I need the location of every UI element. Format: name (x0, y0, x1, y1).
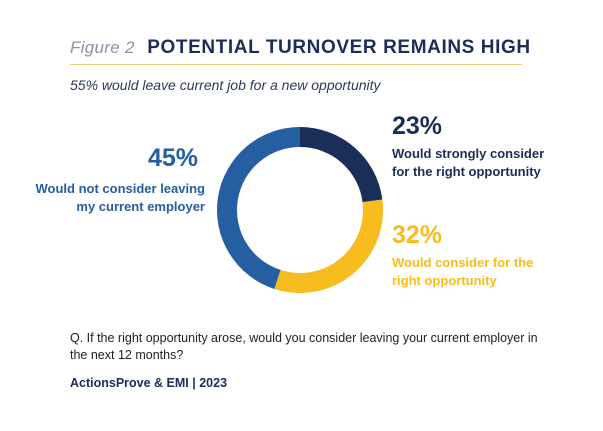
not-consider-label: Would not consider leaving my current em… (36, 180, 206, 216)
consider-line1: Would consider for the (392, 255, 534, 270)
strongly-consider-line1: Would strongly consider (392, 146, 545, 161)
consider-label: Would consider for the right opportunity (392, 254, 533, 290)
figure-header: Figure 2 POTENTIAL TURNOVER REMAINS HIGH (70, 37, 531, 59)
figure-title: POTENTIAL TURNOVER REMAINS HIGH (147, 37, 531, 58)
title-divider (70, 64, 522, 65)
donut-slice-2 (274, 199, 384, 293)
source-credit: ActionsProve & EMI | 2023 (70, 376, 228, 390)
not-consider-percent: 45% (148, 144, 199, 172)
consider-line2: right opportunity (392, 273, 497, 288)
chart-subtitle: 55% would leave current job for a new op… (70, 77, 381, 93)
not-consider-line2: my current employer (76, 199, 205, 214)
consider-percent: 32% (392, 221, 443, 249)
figure-label: Figure 2 (70, 38, 135, 57)
not-consider-line1: Would not consider leaving (35, 181, 206, 196)
donut-slice-3 (217, 126, 300, 289)
donut-slice-1 (300, 127, 383, 203)
strongly-consider-label: Would strongly consider for the right op… (392, 145, 544, 181)
survey-question: Q. If the right opportunity arose, would… (70, 331, 538, 362)
strongly-consider-percent: 23% (392, 112, 443, 140)
strongly-consider-line2: for the right opportunity (392, 164, 541, 179)
